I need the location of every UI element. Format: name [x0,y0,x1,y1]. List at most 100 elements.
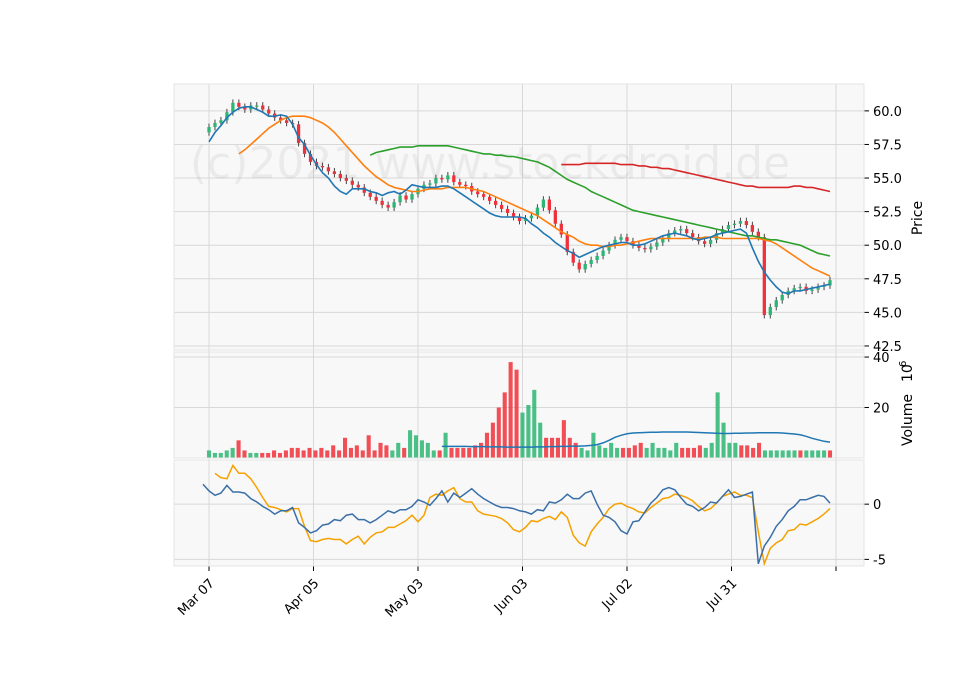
candle-body [255,105,259,107]
volume-panel-bg [174,352,864,458]
candle-body [643,247,647,250]
volume-bar [413,435,419,458]
volume-bar [242,450,247,458]
volume-bar [674,442,679,458]
volume-bar [289,447,294,458]
volume-bar [419,440,424,458]
price-panel-frame [173,83,865,351]
volume-bar [378,442,383,458]
volume-bar [727,442,732,458]
volume-bar [662,447,667,458]
volume-bar [585,450,590,458]
volume-bar [342,437,348,458]
candle-body [679,229,683,231]
volume-bar [544,437,549,458]
volume-bar [277,452,283,458]
volume-bar [384,445,389,458]
volume-bar [402,447,407,458]
candle-body [332,171,337,175]
volume-bar [496,407,501,458]
candle-body [792,288,796,291]
price-series [207,99,832,319]
volume-bar [615,447,620,458]
ma-long-line [369,145,831,257]
candle-body [667,233,671,239]
candle-body [380,200,384,205]
volume-bar [827,450,833,458]
price-y-tick-label: 55.0 [873,172,902,187]
volume-bar [620,447,626,458]
candle-body [362,187,366,193]
candle-body [762,237,766,316]
candle-body [243,106,247,110]
candle-body [267,109,271,114]
volume-y-tick-label: 40 [873,351,890,366]
volume-bar [632,445,637,458]
x-tick-label: Apr 05 [281,576,322,617]
candle-body [655,242,659,247]
volume-series [206,362,833,458]
candle-body [541,199,546,208]
volume-bar [295,447,300,458]
volume-bar [461,447,466,458]
candle-body [649,246,653,250]
volume-bar [236,440,241,458]
candle-body [547,199,551,211]
candle-body [750,225,755,232]
volume-bar [437,450,442,458]
volume-bar [260,452,265,458]
volume-bar [792,450,797,458]
candle-body [595,255,599,260]
volume-bar [703,447,708,458]
volume-bar [431,450,436,458]
price-y-tick-label: 47.5 [873,273,902,288]
candle-body [553,210,557,224]
price-axis-title: Price [910,201,926,235]
volume-scale-exponent: 6 [898,361,909,367]
candle-body [523,218,528,222]
volume-bar [644,447,649,458]
candle-body [458,182,462,185]
volume-scale-base: 10 [900,364,916,382]
price-y-tick-label: 50.0 [873,239,902,254]
indicator-y-tick-label: 0 [873,498,881,513]
volume-bar [301,450,306,458]
candle-body [828,280,832,286]
candle-body [505,208,510,213]
volume-bar [561,420,566,458]
volume-bar [686,447,691,458]
volume-bar [715,392,720,458]
volume-bar [319,447,324,458]
candle-body [338,174,343,179]
candle-body [535,207,540,216]
candle-body [398,195,402,203]
candle-body [565,234,569,252]
candle-body [493,200,498,205]
candle-body [452,175,456,183]
ma-longest-line [561,162,831,193]
volume-bar [502,392,507,458]
indicator-panel-frame [173,459,865,567]
candle-body [446,175,450,180]
candle-body [368,192,372,197]
candle-body [237,102,241,107]
volume-bar [709,442,714,458]
volume-bar [443,432,448,458]
candle-body [702,241,707,244]
indicator-series [202,464,831,567]
candle-body [589,259,593,265]
volume-axis-title: Volume [900,394,916,446]
candle-body [308,153,313,162]
candle-body [296,124,301,144]
candle-body [756,231,760,238]
volume-bar [313,450,318,458]
volume-bar [283,450,288,458]
volume-bar [224,450,229,458]
volume-bar [816,450,821,458]
volume-bar [538,422,543,458]
volume-bar [266,452,271,458]
candle-body [673,230,677,234]
volume-bar [467,447,472,458]
candle-body [625,237,629,242]
